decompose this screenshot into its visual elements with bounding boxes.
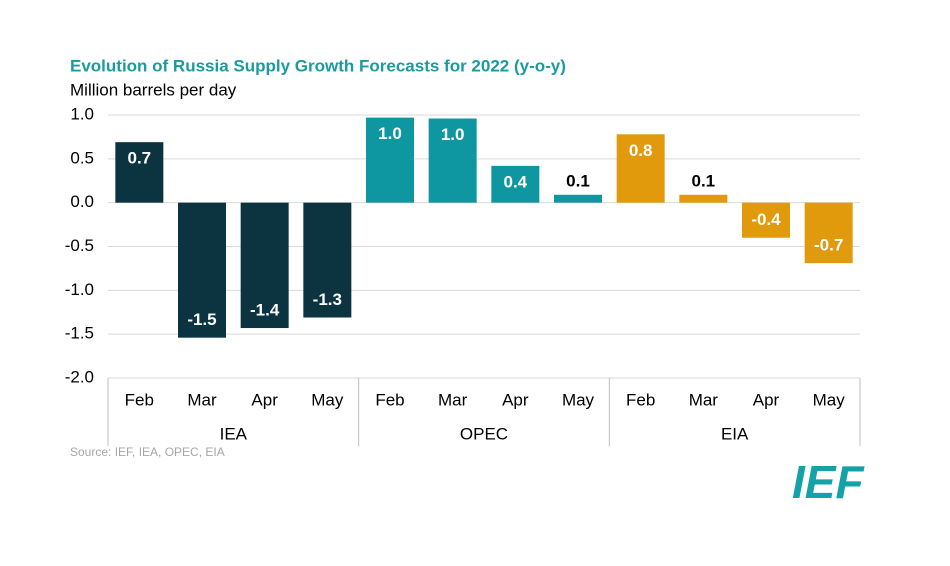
y-tick-label: 0.5 bbox=[70, 148, 94, 167]
x-tick-label: May bbox=[813, 390, 846, 409]
x-tick-label: Mar bbox=[438, 390, 468, 409]
x-tick-label: May bbox=[311, 390, 344, 409]
x-tick-label: May bbox=[562, 390, 595, 409]
x-tick-label: Feb bbox=[125, 390, 154, 409]
x-tick-label: Apr bbox=[251, 390, 278, 409]
bar bbox=[616, 134, 665, 203]
bar bbox=[178, 202, 226, 338]
chart-subtitle: Million barrels per day bbox=[70, 80, 237, 99]
bar bbox=[115, 142, 164, 203]
value-label: 0.4 bbox=[504, 172, 528, 191]
x-tick-label: Apr bbox=[502, 390, 529, 409]
x-tick-label: Feb bbox=[375, 390, 404, 409]
bar bbox=[428, 118, 477, 203]
bar bbox=[366, 117, 414, 203]
logo: IEF bbox=[792, 456, 865, 508]
group-label: EIA bbox=[721, 424, 749, 443]
y-tick-label: -1.0 bbox=[65, 280, 94, 299]
value-label: 0.8 bbox=[629, 141, 653, 160]
value-label: -1.4 bbox=[250, 301, 280, 320]
y-tick-label: -1.5 bbox=[65, 324, 94, 343]
y-tick-label: -0.5 bbox=[65, 236, 94, 255]
value-label: 1.0 bbox=[441, 125, 465, 144]
y-tick-label: 1.0 bbox=[70, 104, 94, 123]
chart-title: Evolution of Russia Supply Growth Foreca… bbox=[70, 56, 566, 75]
value-label: 0.7 bbox=[128, 149, 152, 168]
value-label: 1.0 bbox=[378, 124, 402, 143]
x-tick-label: Mar bbox=[689, 390, 719, 409]
bar bbox=[303, 202, 352, 318]
value-label: -0.4 bbox=[751, 210, 781, 229]
bar bbox=[491, 165, 540, 203]
x-tick-label: Feb bbox=[626, 390, 655, 409]
value-label: -0.7 bbox=[814, 236, 843, 255]
x-tick-label: Apr bbox=[753, 390, 780, 409]
value-label: 0.1 bbox=[566, 171, 590, 190]
bar bbox=[554, 194, 602, 203]
group-label: OPEC bbox=[460, 424, 508, 443]
x-tick-label: Mar bbox=[187, 390, 217, 409]
bar bbox=[742, 202, 790, 238]
group-label: IEA bbox=[220, 424, 248, 443]
bar bbox=[804, 202, 853, 264]
y-tick-label: -2.0 bbox=[65, 367, 94, 386]
source-note: Source: IEF, IEA, OPEC, EIA bbox=[70, 445, 225, 459]
bar bbox=[679, 194, 728, 203]
value-label: -1.5 bbox=[187, 310, 216, 329]
value-label: 0.1 bbox=[692, 171, 716, 190]
y-tick-label: 0.0 bbox=[70, 192, 94, 211]
bar bbox=[240, 202, 289, 329]
value-label: -1.3 bbox=[313, 290, 342, 309]
